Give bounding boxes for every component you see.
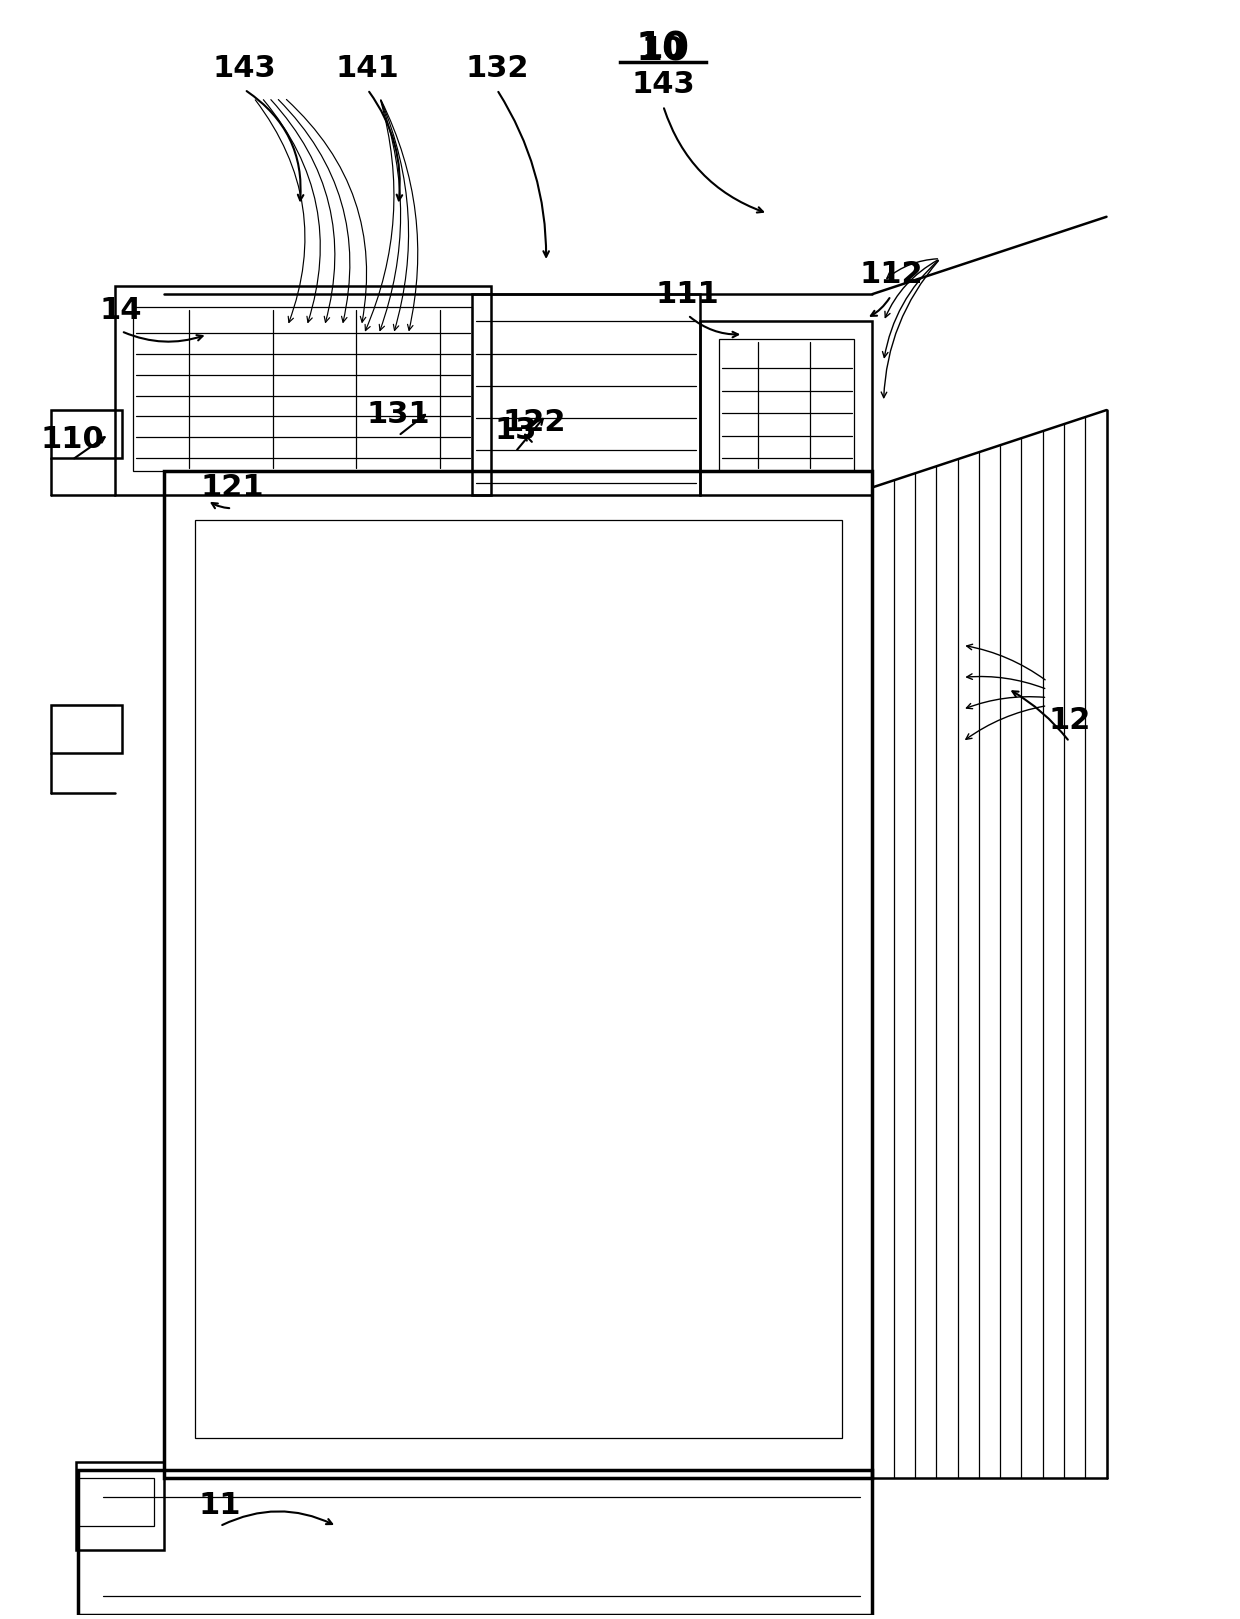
Bar bbox=[76, 1462, 164, 1551]
Bar bbox=[51, 410, 123, 458]
Text: 110: 110 bbox=[40, 424, 104, 453]
Text: 12: 12 bbox=[1048, 706, 1091, 735]
Bar bbox=[701, 322, 873, 495]
Bar bbox=[51, 704, 123, 753]
Text: 122: 122 bbox=[502, 408, 565, 437]
Text: 132: 132 bbox=[465, 53, 528, 83]
Bar bbox=[78, 1470, 873, 1614]
Text: 111: 111 bbox=[656, 280, 719, 309]
Bar bbox=[472, 295, 701, 495]
Bar bbox=[78, 1478, 155, 1527]
Text: 10: 10 bbox=[636, 31, 691, 68]
Text: 112: 112 bbox=[859, 261, 923, 290]
Text: 10: 10 bbox=[642, 34, 684, 63]
Text: 143: 143 bbox=[212, 53, 277, 83]
Text: 143: 143 bbox=[631, 70, 694, 99]
Text: 14: 14 bbox=[100, 296, 143, 325]
Text: 131: 131 bbox=[367, 400, 430, 429]
Text: 121: 121 bbox=[200, 473, 264, 502]
Bar bbox=[195, 520, 842, 1438]
Bar bbox=[164, 471, 873, 1478]
Text: 11: 11 bbox=[198, 1491, 241, 1520]
Bar bbox=[718, 340, 854, 471]
Text: 141: 141 bbox=[336, 53, 399, 83]
Bar bbox=[134, 308, 472, 471]
Bar bbox=[115, 287, 491, 495]
Text: 13: 13 bbox=[494, 416, 537, 445]
